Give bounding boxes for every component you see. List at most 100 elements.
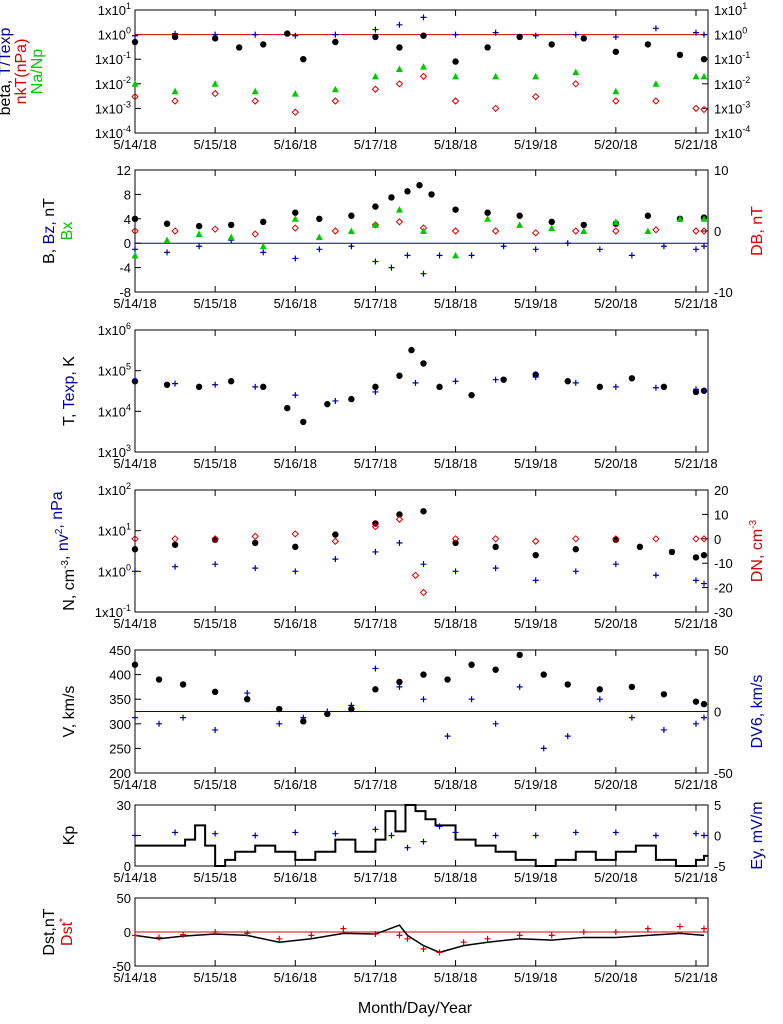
- y-tick-label-right: 1x10-2: [714, 75, 750, 92]
- data-point: [532, 32, 539, 39]
- data-point: [332, 556, 339, 563]
- y-tick-label: 1x101: [98, 1, 131, 18]
- data-point: [235, 44, 243, 51]
- data-point: [580, 35, 587, 42]
- data-point: [492, 832, 499, 839]
- data-point: [612, 227, 620, 235]
- data-point: [468, 391, 475, 399]
- data-point: [564, 378, 571, 385]
- y-tick-label-right: 0: [714, 224, 721, 239]
- data-point: [131, 92, 139, 101]
- data-point: [371, 221, 379, 228]
- data-point: [572, 80, 580, 88]
- data-point: [692, 698, 700, 705]
- data-point: [652, 535, 660, 543]
- data-point: [227, 233, 235, 241]
- x-tick-label: 5/15/18: [193, 456, 236, 471]
- y-axis-label-left: beta, T/Texp: [0, 28, 14, 116]
- data-point: [396, 44, 403, 51]
- data-point: [372, 665, 379, 672]
- y-tick-label: 1x103: [98, 443, 131, 460]
- data-point: [179, 681, 187, 688]
- data-point: [260, 218, 267, 226]
- data-point: [612, 218, 620, 225]
- y-axis-label-right: Ey, mV/m: [749, 801, 766, 869]
- data-point: [315, 233, 323, 241]
- x-tick-label: 5/21/18: [674, 616, 717, 631]
- data-point: [652, 226, 660, 234]
- data-point: [332, 38, 339, 46]
- data-point: [580, 221, 587, 229]
- data-point: [516, 651, 523, 659]
- data-point: [612, 87, 620, 95]
- data-point: [308, 932, 315, 939]
- data-point: [420, 360, 427, 367]
- y-tick-label-right: 1x10-1: [714, 50, 750, 67]
- x-tick-label: 5/18/18: [434, 616, 477, 631]
- x-tick-label: 5/15/18: [193, 296, 236, 311]
- x-tick-label: 5/20/18: [594, 777, 637, 792]
- data-point: [332, 31, 339, 38]
- x-tick-label: 5/19/18: [514, 296, 557, 311]
- y-tick-label-right: 1x100: [714, 26, 747, 43]
- x-tick-label: 5/20/18: [594, 616, 637, 631]
- y-tick-label: 8: [124, 187, 131, 202]
- y-tick-label-right: -30: [714, 605, 733, 620]
- data-point: [628, 375, 636, 382]
- y-tick-label-right: 10: [714, 507, 728, 522]
- data-point: [396, 21, 403, 28]
- data-point: [612, 383, 619, 390]
- data-point: [420, 63, 428, 70]
- data-point: [172, 380, 179, 387]
- x-tick-label: 5/15/18: [193, 970, 236, 985]
- data-point: [700, 832, 707, 839]
- x-tick-label: 5/16/18: [274, 616, 317, 631]
- panel-beta: 1x10-4 1x10-3 1x10-2 1x10-1 1x100 1x101 1x10-4…: [0, 1, 750, 152]
- x-tick-label: 5/20/18: [594, 296, 637, 311]
- y-axis-label-right: DB, nT: [749, 206, 766, 256]
- data-point: [316, 215, 323, 222]
- data-point: [444, 676, 451, 683]
- x-tick-label: 5/21/18: [674, 137, 717, 152]
- data-point: [612, 829, 619, 836]
- data-point: [492, 720, 499, 727]
- x-tick-label: 5/20/18: [594, 456, 637, 471]
- data-point: [396, 678, 403, 686]
- x-tick-label: 5/19/18: [514, 870, 557, 885]
- x-tick-label: 5/17/18: [354, 870, 397, 885]
- data-point: [252, 565, 259, 572]
- data-point: [300, 56, 307, 63]
- plot-frame: [134, 329, 709, 453]
- data-point: [572, 379, 579, 386]
- data-point: [420, 227, 428, 234]
- x-tick-label: 5/16/18: [274, 456, 317, 471]
- data-point: [531, 537, 540, 545]
- data-point: [700, 227, 708, 235]
- data-point: [548, 41, 555, 48]
- data-point: [644, 925, 651, 932]
- data-point: [347, 227, 355, 234]
- data-point: [292, 829, 299, 836]
- x-tick-label: 5/14/18: [113, 970, 156, 985]
- x-tick-label: 5/20/18: [594, 870, 637, 885]
- data-point: [244, 930, 251, 937]
- data-point: [452, 206, 459, 213]
- y-tick-label: 1x100: [98, 26, 131, 43]
- data-point: [324, 708, 331, 715]
- data-point: [252, 539, 259, 547]
- data-point: [692, 72, 700, 80]
- x-tick-label: 5/16/18: [274, 137, 317, 152]
- data-point: [468, 661, 475, 668]
- x-tick-label: 5/19/18: [514, 616, 557, 631]
- data-point: [348, 705, 355, 713]
- x-tick-label: 5/16/18: [274, 970, 317, 985]
- data-point: [572, 31, 579, 38]
- y-tick-label: 4: [124, 212, 131, 227]
- data-point: [244, 690, 251, 697]
- data-point: [292, 392, 299, 399]
- data-point: [164, 249, 171, 256]
- y-tick-label-right: -10: [714, 556, 733, 571]
- data-point: [660, 726, 667, 733]
- data-point: [132, 932, 138, 939]
